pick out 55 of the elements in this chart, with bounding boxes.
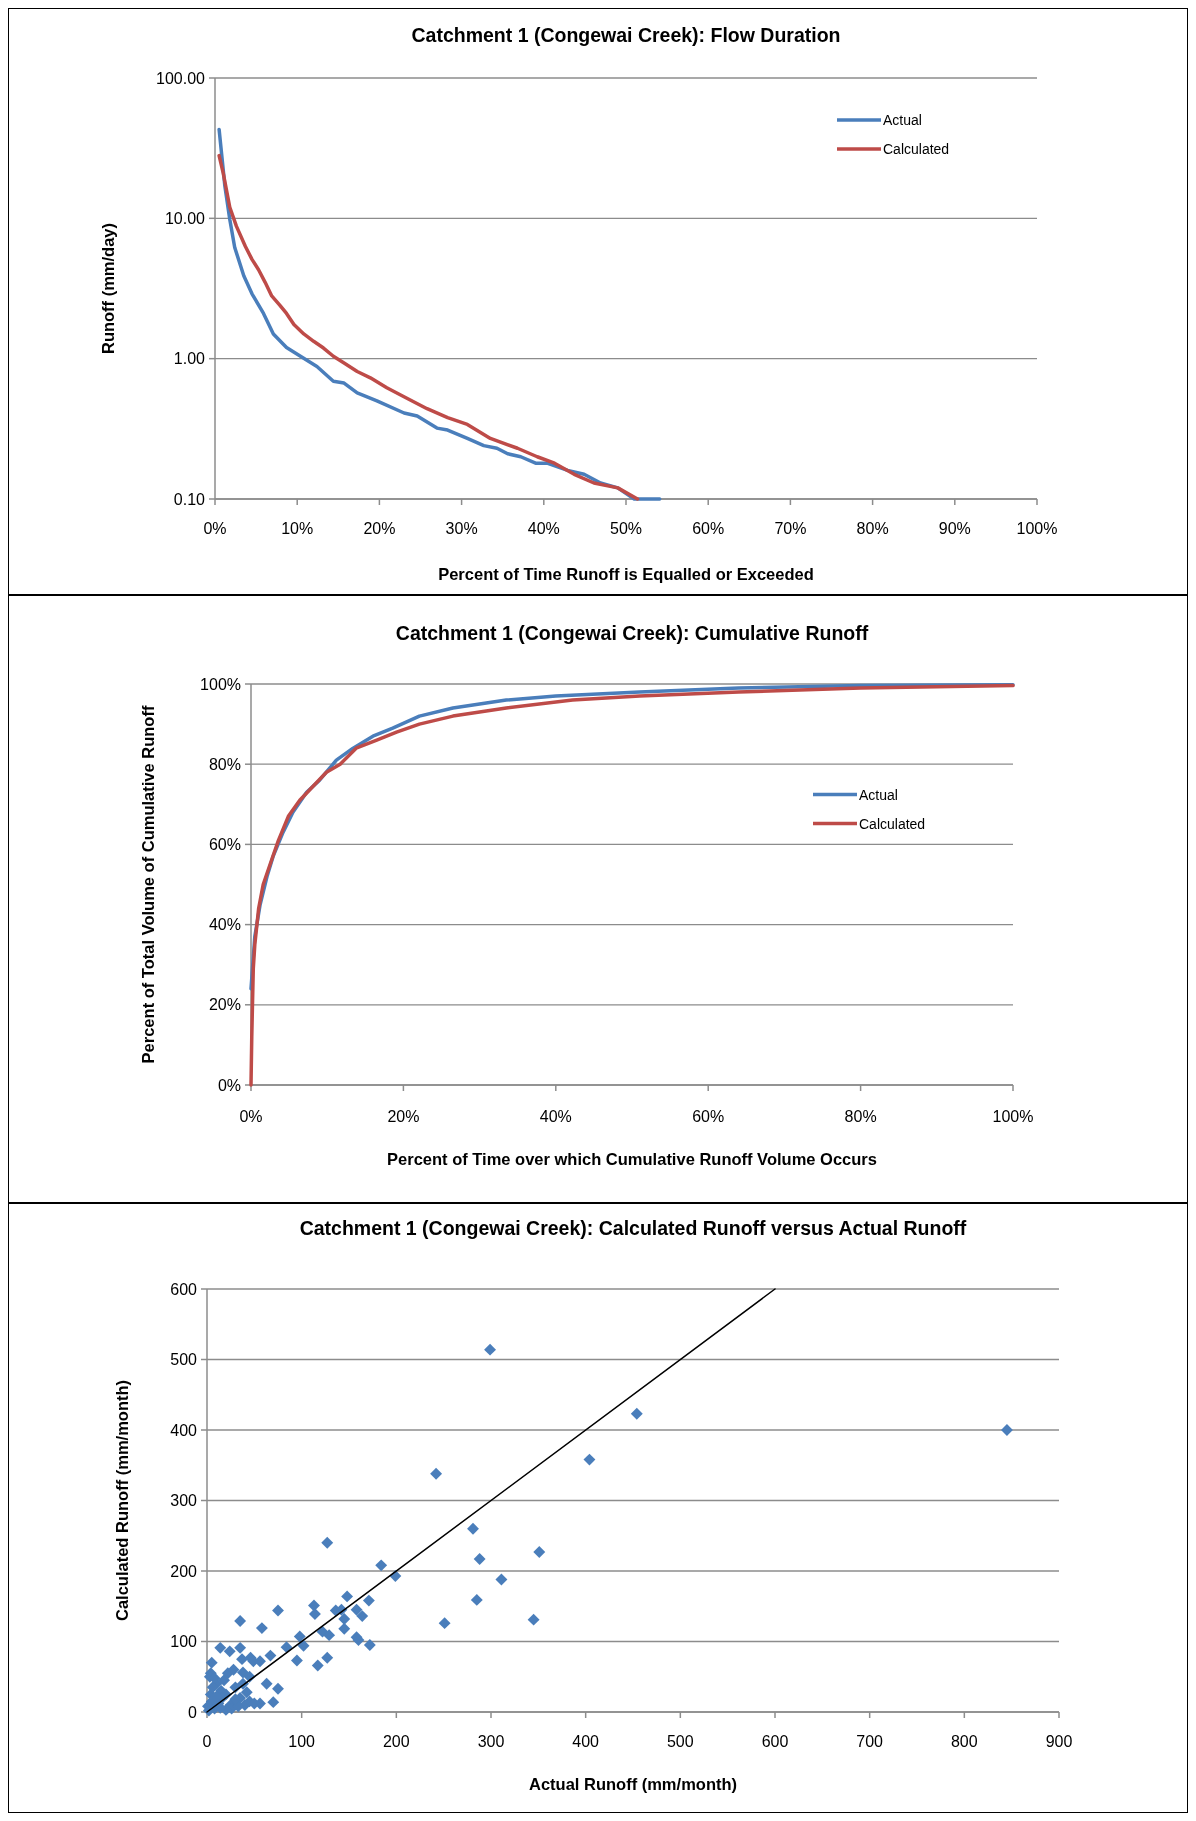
x-tick-label: 90% — [938, 520, 971, 537]
x-tick-label: 100 — [288, 1733, 316, 1750]
legend-label: Calculated — [859, 815, 926, 832]
x-axis-title: Actual Runoff (mm/month) — [528, 1775, 738, 1793]
y-tick-label: 60% — [208, 835, 241, 853]
y-tick-label: 500 — [170, 1351, 198, 1368]
x-tick-label: 300 — [477, 1733, 505, 1750]
y-tick-label: 20% — [208, 996, 241, 1014]
x-tick-label: 60% — [692, 520, 725, 537]
x-tick-label: 200 — [382, 1733, 410, 1750]
y-tick-label: 300 — [170, 1492, 198, 1509]
x-tick-label: 10% — [281, 520, 314, 537]
x-tick-label: 900 — [1045, 1733, 1073, 1750]
y-axis-title: Percent of Total Volume of Cumulative Runoff — [139, 705, 157, 1064]
y-tick-label: 80% — [208, 755, 241, 773]
x-tick-label: 700 — [856, 1733, 884, 1750]
y-tick-label: 400 — [170, 1421, 198, 1439]
x-tick-label: 50% — [609, 520, 643, 537]
x-tick-label: 20% — [363, 520, 396, 537]
y-tick-label: 10.00 — [164, 209, 206, 227]
x-tick-label: 400 — [572, 1733, 600, 1750]
chart-title: Catchment 1 (Congewai Creek): Calculated Runoff versus Actual Runoff — [299, 1217, 967, 1239]
x-tick-label: 60% — [692, 1108, 725, 1125]
x-tick-label: 80% — [844, 1108, 877, 1125]
y-tick-label: 100% — [200, 675, 241, 693]
y-tick-label: 1.00 — [173, 350, 206, 368]
y-tick-label: 200 — [170, 1562, 198, 1580]
x-tick-label: 100% — [992, 1108, 1034, 1125]
y-tick-label: 0% — [217, 1076, 241, 1094]
x-tick-label: 40% — [527, 520, 560, 537]
x-tick-label: 600 — [761, 1733, 789, 1750]
y-tick-label: 40% — [208, 916, 241, 934]
x-axis-title: Percent of Time Runoff is Equalled or Exceeded — [438, 565, 814, 583]
x-tick-label: 20% — [387, 1108, 420, 1125]
x-axis-title: Percent of Time over which Cumulative Runoff Volume Occurs — [387, 1150, 877, 1168]
y-tick-label: 100 — [170, 1633, 198, 1650]
legend-label: Actual — [859, 786, 898, 803]
legend-label: Calculated — [883, 141, 950, 157]
x-tick-label: 70% — [774, 520, 807, 537]
y-tick-label: 600 — [170, 1280, 198, 1298]
x-tick-label: 0% — [239, 1108, 263, 1125]
x-tick-label: 80% — [856, 520, 889, 537]
x-tick-label: 800 — [950, 1733, 978, 1750]
y-axis-title: Runoff (mm/day) — [99, 222, 117, 355]
chart-title: Catchment 1 (Congewai Creek): Flow Duration — [411, 24, 841, 46]
x-tick-label: 100% — [1016, 520, 1058, 537]
y-axis-title: Calculated Runoff (mm/month) — [113, 1379, 131, 1622]
y-tick-label: 0.10 — [173, 490, 206, 508]
chart-title: Catchment 1 (Congewai Creek): Cumulative Runoff — [395, 622, 869, 644]
x-tick-label: 40% — [539, 1108, 572, 1125]
x-tick-label: 30% — [445, 520, 478, 537]
y-tick-label: 100.00 — [156, 69, 206, 87]
x-tick-label: 500 — [666, 1733, 694, 1750]
y-tick-label: 0 — [188, 1703, 198, 1721]
legend-label: Actual — [883, 112, 922, 128]
